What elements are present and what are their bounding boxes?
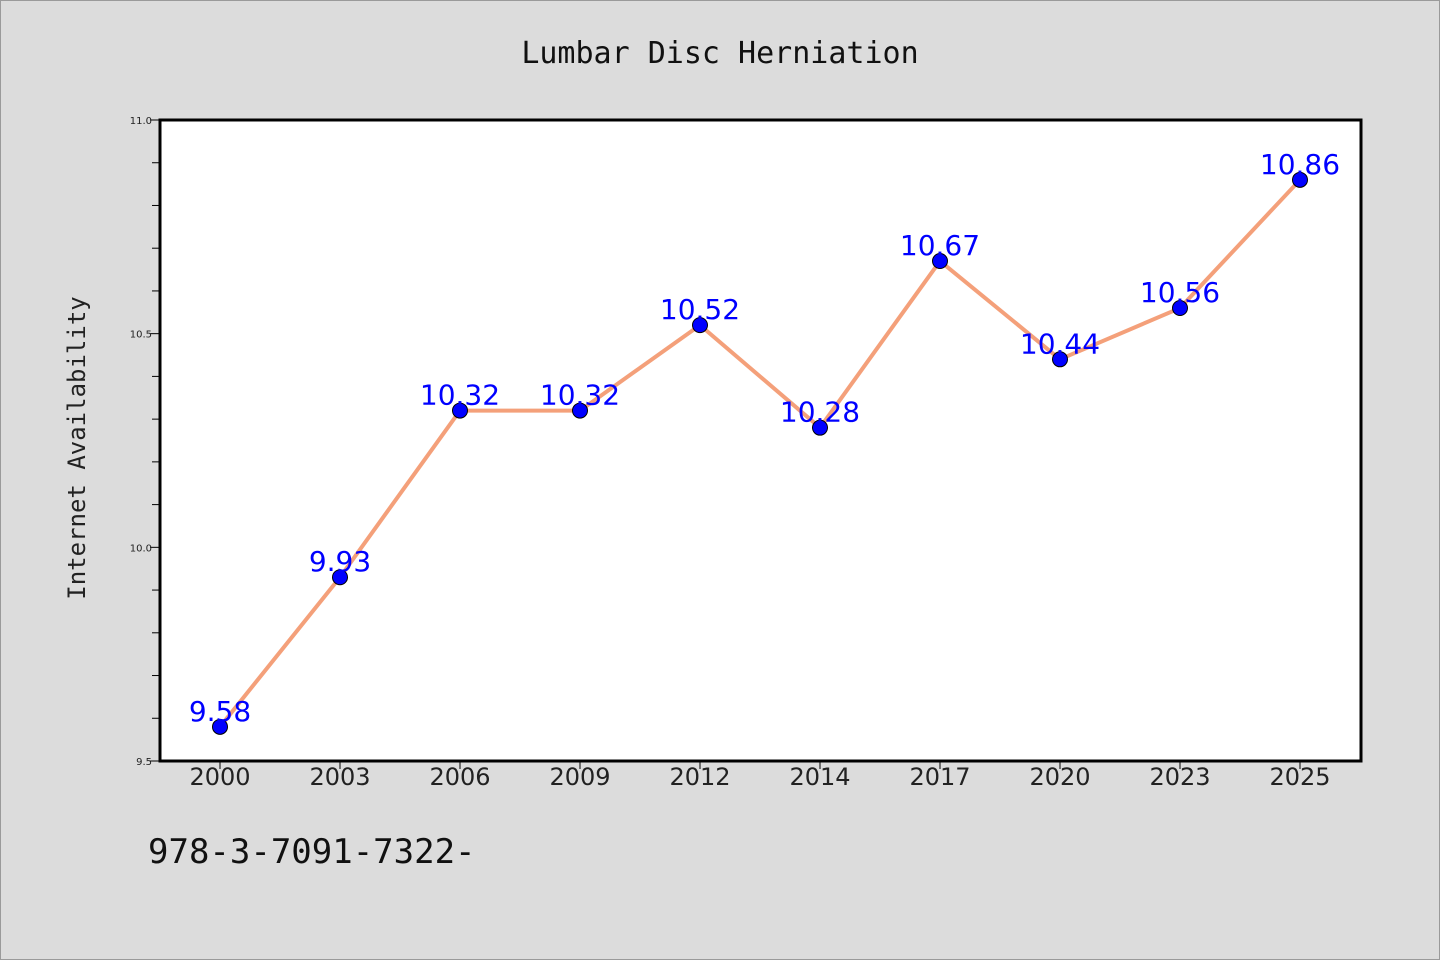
data-point bbox=[452, 402, 468, 419]
data-point bbox=[692, 317, 708, 334]
y-tick-label: 11.0 bbox=[130, 116, 152, 127]
series-line-group bbox=[218, 178, 1302, 729]
x-tick-label: 2006 bbox=[429, 763, 490, 791]
x-axis: 2000 2003 2006 2009 2012 2014 2017 2020 2023 2025 bbox=[189, 761, 1331, 791]
data-label: 10.52 bbox=[660, 293, 740, 326]
y-tick-label: 10.5 bbox=[130, 330, 152, 341]
markers-group bbox=[212, 171, 1308, 735]
data-label: 9.58 bbox=[189, 695, 251, 728]
y-tick-label: 10.0 bbox=[130, 543, 152, 554]
x-tick-label: 2020 bbox=[1029, 763, 1090, 791]
x-tick-label: 2017 bbox=[909, 763, 970, 791]
x-tick-label: 2009 bbox=[549, 763, 610, 791]
chart-title: Lumbar Disc Herniation bbox=[521, 36, 918, 71]
data-point bbox=[212, 718, 228, 735]
code-text: 978-3-7091-7322- bbox=[148, 832, 476, 872]
data-label: 10.32 bbox=[420, 379, 500, 412]
x-tick-label: 2023 bbox=[1149, 763, 1210, 791]
data-label: 9.93 bbox=[309, 545, 371, 578]
x-tick-label: 2003 bbox=[309, 763, 370, 791]
x-tick-label: 2012 bbox=[669, 763, 730, 791]
data-label: 10.28 bbox=[780, 396, 860, 429]
data-labels-group: 9.58 9.93 10.32 10.32 10.52 10.28 10.67 10.44 10… bbox=[189, 148, 1340, 728]
data-label: 10.67 bbox=[900, 229, 980, 262]
x-tick-label: 2014 bbox=[789, 763, 850, 791]
data-point bbox=[1292, 171, 1308, 188]
data-label: 10.56 bbox=[1140, 276, 1220, 309]
data-label: 10.44 bbox=[1020, 327, 1100, 360]
data-point bbox=[1172, 300, 1188, 317]
data-label: 10.86 bbox=[1260, 148, 1340, 181]
data-label: 10.32 bbox=[540, 379, 620, 412]
data-point bbox=[812, 419, 828, 436]
data-point bbox=[332, 569, 348, 586]
series-line bbox=[218, 178, 1302, 729]
y-tick-label: 9.5 bbox=[136, 757, 152, 768]
x-tick-label: 2000 bbox=[189, 763, 250, 791]
y-axis-label: Internet Availability bbox=[63, 296, 91, 599]
data-point bbox=[1052, 351, 1068, 368]
y-axis: 9.5 10.0 10.5 11.0 bbox=[130, 116, 160, 768]
data-point bbox=[572, 402, 588, 419]
x-tick-label: 2025 bbox=[1269, 763, 1330, 791]
plot-area bbox=[158, 118, 1363, 763]
data-point bbox=[932, 253, 948, 270]
